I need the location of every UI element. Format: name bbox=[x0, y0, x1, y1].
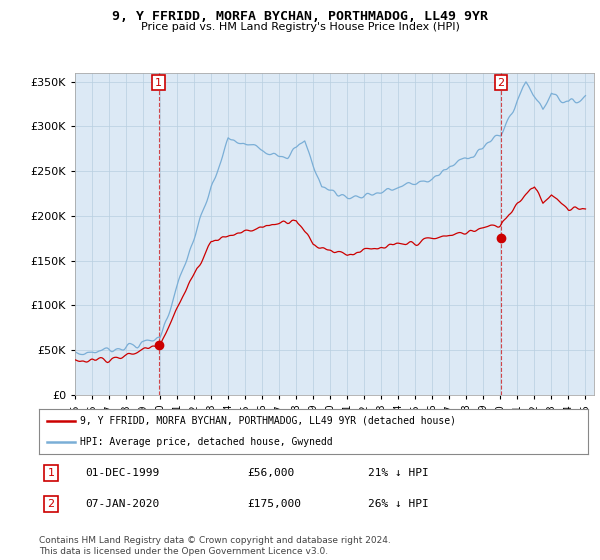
Text: 1: 1 bbox=[47, 468, 55, 478]
Text: 07-JAN-2020: 07-JAN-2020 bbox=[86, 500, 160, 509]
Text: 26% ↓ HPI: 26% ↓ HPI bbox=[368, 500, 429, 509]
Text: 9, Y FFRIDD, MORFA BYCHAN, PORTHMADOG, LL49 9YR: 9, Y FFRIDD, MORFA BYCHAN, PORTHMADOG, L… bbox=[112, 10, 488, 23]
Text: £175,000: £175,000 bbox=[248, 500, 302, 509]
Text: 2: 2 bbox=[47, 500, 55, 509]
Text: HPI: Average price, detached house, Gwynedd: HPI: Average price, detached house, Gwyn… bbox=[80, 436, 333, 446]
Text: £56,000: £56,000 bbox=[248, 468, 295, 478]
Text: 1: 1 bbox=[155, 78, 162, 87]
Text: 9, Y FFRIDD, MORFA BYCHAN, PORTHMADOG, LL49 9YR (detached house): 9, Y FFRIDD, MORFA BYCHAN, PORTHMADOG, L… bbox=[80, 416, 456, 426]
Text: Contains HM Land Registry data © Crown copyright and database right 2024.
This d: Contains HM Land Registry data © Crown c… bbox=[39, 536, 391, 556]
Text: 2: 2 bbox=[497, 78, 505, 87]
Text: Price paid vs. HM Land Registry's House Price Index (HPI): Price paid vs. HM Land Registry's House … bbox=[140, 22, 460, 32]
Text: 01-DEC-1999: 01-DEC-1999 bbox=[86, 468, 160, 478]
Text: 21% ↓ HPI: 21% ↓ HPI bbox=[368, 468, 429, 478]
